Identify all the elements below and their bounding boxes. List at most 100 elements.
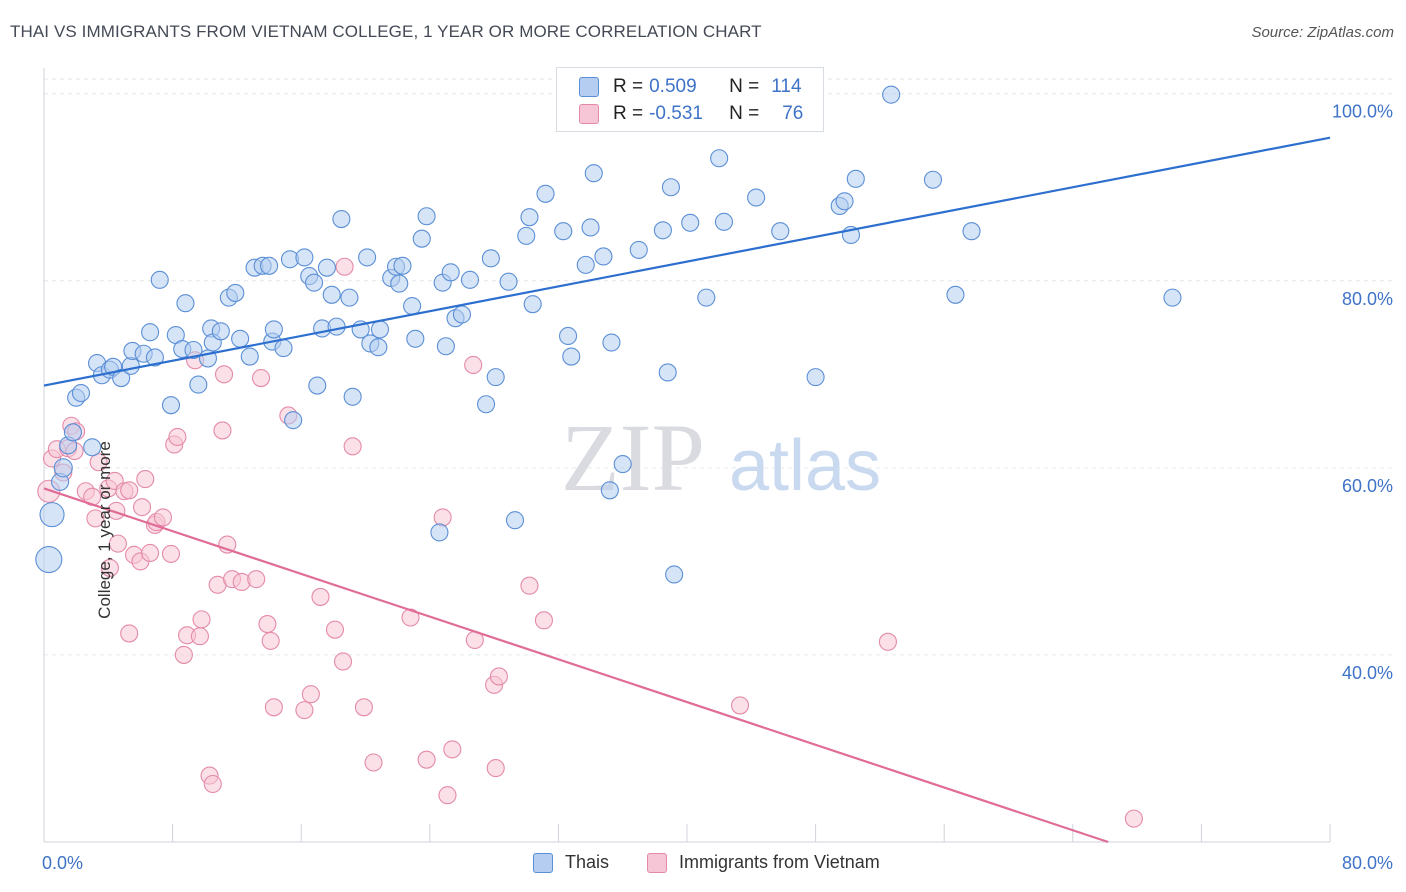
vietnam-point-30 <box>168 427 187 447</box>
thais-point-92 <box>653 221 672 240</box>
legend-item-vietnam: Immigrants from Vietnam <box>647 852 880 873</box>
thais-point-104 <box>835 192 854 211</box>
thais-point-68 <box>441 263 460 282</box>
vietnam-point-50 <box>295 701 314 720</box>
thais-point-93 <box>658 363 677 382</box>
thais-point-14 <box>121 356 140 375</box>
thais-point-36 <box>259 256 279 275</box>
thais-point-52 <box>343 387 362 406</box>
vietnam-point-60 <box>417 750 436 769</box>
thais-point-62 <box>403 296 422 316</box>
thais-point-57 <box>370 320 390 339</box>
vietnam-point-62 <box>438 786 457 805</box>
thais-point-112 <box>430 523 449 542</box>
y-tick-label-2: 80.0% <box>1342 289 1393 309</box>
thais-point-76 <box>505 511 525 530</box>
vietnam-point-45 <box>251 369 271 388</box>
thais-point-87 <box>594 247 613 266</box>
vietnam-point-10 <box>86 509 105 528</box>
vietnam-point-58 <box>364 753 383 772</box>
y-tick-label-0: 40.0% <box>1342 663 1393 683</box>
thais-point-45 <box>308 376 327 395</box>
vietnam-point-53 <box>325 620 345 639</box>
thais-point-19 <box>150 270 169 289</box>
thais-point-31 <box>226 283 245 302</box>
watermark-atlas: atlas <box>729 426 881 506</box>
vietnam-point-15 <box>107 501 126 520</box>
thais-point-85 <box>581 218 600 237</box>
vietnam-point-35 <box>192 610 211 629</box>
thais-point-109 <box>946 285 965 304</box>
thais-point-44 <box>305 273 324 292</box>
vietnam-r-value: -0.531 <box>649 103 703 124</box>
legend-row-vietnam: R = -0.531 N = 76 <box>579 101 803 127</box>
thais-point-8 <box>83 438 102 457</box>
thais-point-70 <box>452 305 472 324</box>
thais-trend-line <box>43 136 1331 387</box>
thais-point-98 <box>710 149 729 168</box>
thais-point-5 <box>63 423 82 442</box>
trend-lines <box>43 136 1331 844</box>
vietnam-n-value: 76 <box>782 103 804 124</box>
vietnam-point-52 <box>311 587 330 606</box>
vietnam-point-44 <box>247 570 266 589</box>
vietnam-point-72 <box>878 632 897 651</box>
thais-point-89 <box>602 333 621 352</box>
thais-point-25 <box>189 375 208 394</box>
vietnam-point-71 <box>730 696 750 715</box>
vietnam-points <box>37 257 1143 828</box>
vietnam-point-34 <box>190 627 209 646</box>
vietnam-point-48 <box>264 698 283 717</box>
thais-point-54 <box>358 248 377 267</box>
vietnam-point-31 <box>174 645 193 664</box>
thais-point-47 <box>317 258 336 277</box>
thais-point-88 <box>600 481 619 500</box>
vietnam-point-16 <box>108 534 127 553</box>
thais-point-79 <box>523 295 542 314</box>
thais-point-75 <box>499 272 518 291</box>
thais-point-96 <box>681 213 700 232</box>
y-tick-label-3: 100.0% <box>1332 102 1393 122</box>
thais-point-100 <box>747 188 766 207</box>
thais-point-107 <box>882 85 901 104</box>
thais-point-94 <box>661 178 680 197</box>
chart-title: THAI VS IMMIGRANTS FROM VIETNAM COLLEGE,… <box>10 22 762 41</box>
vietnam-point-68 <box>486 759 505 778</box>
vietnam-point-63 <box>443 740 462 759</box>
thais-point-97 <box>697 288 716 307</box>
x-tick-label-0: 0.0% <box>42 853 83 873</box>
thais-point-38 <box>264 320 283 339</box>
thais-point-83 <box>562 347 581 366</box>
vietnam-point-69 <box>520 576 539 595</box>
thais-point-108 <box>923 170 942 189</box>
vietnam-point-46 <box>258 615 277 634</box>
thais-point-56 <box>369 338 388 357</box>
thais-point-82 <box>558 326 578 346</box>
thais-points <box>35 85 1182 584</box>
thais-legend-swatch <box>533 852 553 873</box>
thais-point-91 <box>629 240 648 259</box>
vietnam-trend-line <box>43 487 1109 844</box>
thais-point-42 <box>295 248 314 267</box>
source-label: Source: ZipAtlas.com <box>1251 24 1394 41</box>
thais-point-18 <box>145 348 164 367</box>
thais-point-20 <box>161 396 181 415</box>
thais-point-17 <box>141 323 160 342</box>
thais-point-61 <box>393 256 412 275</box>
vietnam-point-37 <box>203 774 222 794</box>
thais-point-33 <box>240 347 259 366</box>
thais-point-86 <box>584 164 603 183</box>
vietnam-point-23 <box>136 470 155 489</box>
vietnam-point-18 <box>120 481 139 500</box>
thais-n-value: 114 <box>771 76 802 97</box>
thais-point-63 <box>406 329 425 348</box>
thais-swatch <box>579 77 599 97</box>
thais-point-110 <box>962 222 981 241</box>
vietnam-point-55 <box>335 257 354 276</box>
vietnam-point-24 <box>141 543 160 563</box>
correlation-legend: R = 0.509 N = 114 R = -0.531 N = 76 <box>556 67 824 132</box>
thais-point-65 <box>417 207 436 226</box>
vietnam-point-28 <box>161 544 181 563</box>
thais-point-90 <box>613 455 632 474</box>
thais-point-41 <box>284 411 303 430</box>
